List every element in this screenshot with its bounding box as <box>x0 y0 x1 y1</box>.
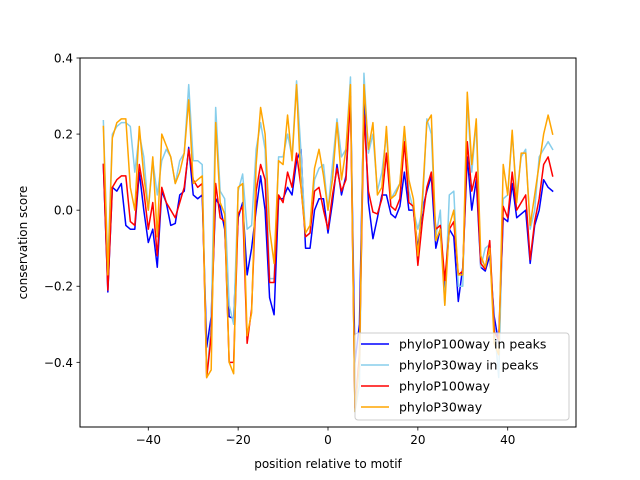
x-axis: −40 −20 0 20 40 <box>136 427 515 447</box>
x-tick-label: −20 <box>225 433 250 447</box>
legend-label-3: phyloP30way <box>399 400 483 415</box>
series-line-3 <box>102 83 554 413</box>
y-tick-label: 0.2 <box>54 128 73 142</box>
legend-label-0: phyloP100way in peaks <box>399 337 546 352</box>
x-tick-label: −40 <box>136 433 161 447</box>
legend-label-2: phyloP100way <box>399 379 491 394</box>
y-axis: −0.4 −0.2 0.0 0.2 0.4 <box>44 52 80 370</box>
y-tick-label: 0.4 <box>54 52 73 66</box>
y-tick-label: −0.4 <box>44 356 73 370</box>
series-layer <box>102 72 554 413</box>
series-line-2 <box>102 95 554 409</box>
legend-box <box>354 332 570 421</box>
y-tick-label: 0.0 <box>54 204 73 218</box>
x-tick-label: 20 <box>410 433 425 447</box>
x-tick-label: 40 <box>500 433 515 447</box>
legend: phyloP100way in peaks phyloP30way in peak… <box>354 332 570 421</box>
x-axis-label: position relative to motif <box>254 457 402 471</box>
y-axis-label: conservation score <box>16 186 30 300</box>
y-tick-label: −0.2 <box>44 280 73 294</box>
x-tick-label: 0 <box>324 433 332 447</box>
legend-label-1: phyloP30way in peaks <box>399 358 538 373</box>
